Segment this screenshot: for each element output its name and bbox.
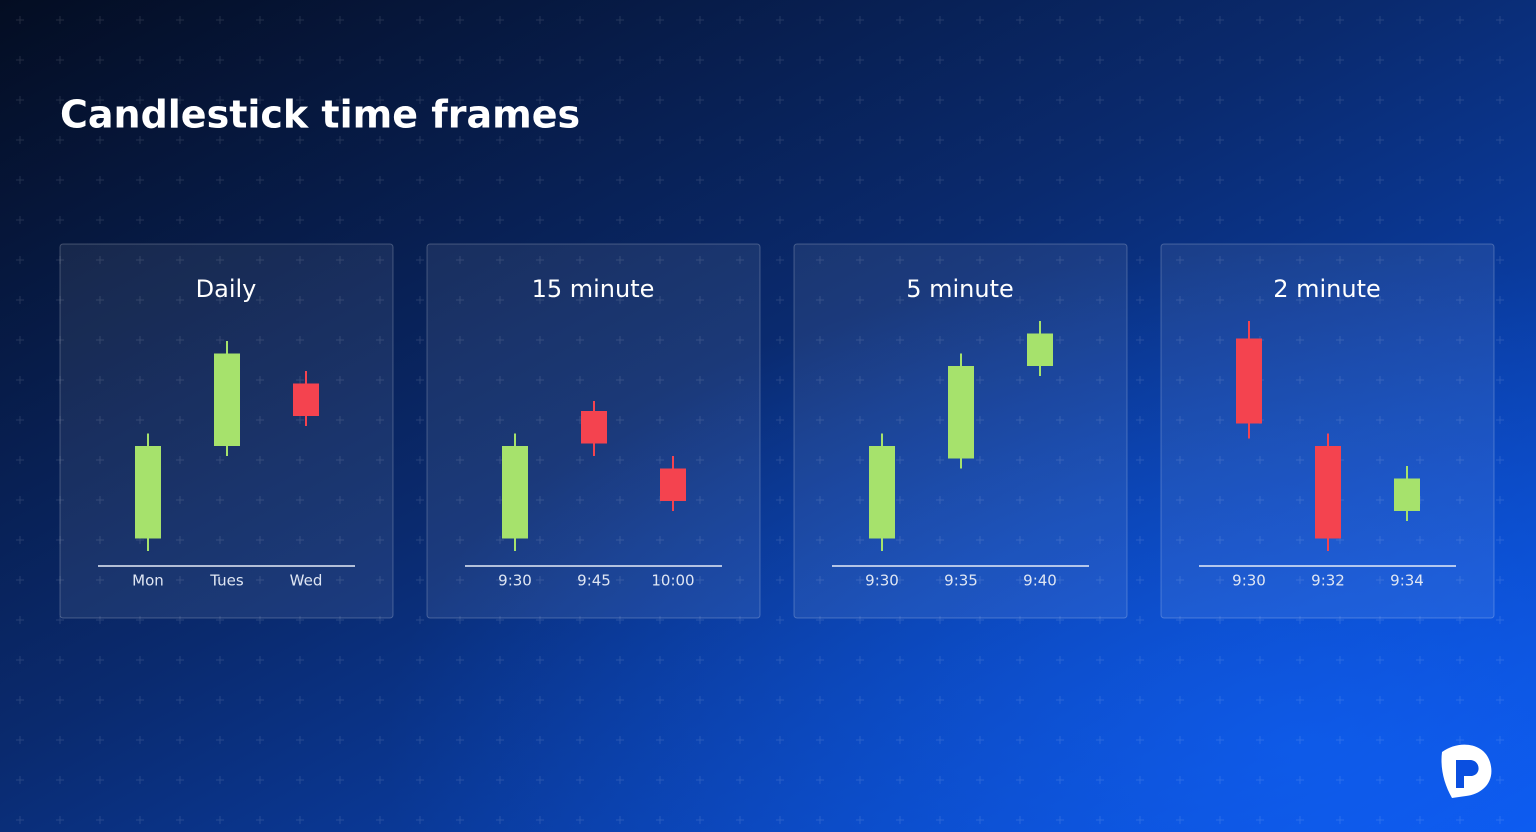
x-tick-label: 9:35 <box>944 572 978 590</box>
candle-body <box>214 353 240 446</box>
x-tick-label: 9:30 <box>498 572 532 590</box>
candle-body <box>293 383 319 416</box>
x-tick-label: 9:30 <box>865 572 899 590</box>
charts: Daily Mon Tues Wed 15 minute 9:30 9:45 10:00 5 m… <box>59 243 1495 619</box>
chart-panel <box>1160 243 1495 619</box>
candle-body <box>1236 338 1262 424</box>
candle-body <box>1027 333 1053 366</box>
x-tick-label: 10:00 <box>651 572 694 590</box>
x-tick-label: 9:34 <box>1390 572 1424 590</box>
candle-body <box>1394 478 1420 511</box>
x-tick-label: Wed <box>290 572 323 590</box>
candle-body <box>502 446 528 539</box>
candle-body <box>948 366 974 459</box>
chart-title: 5 minute <box>906 275 1014 303</box>
candle-body <box>581 411 607 444</box>
x-tick-label: 9:32 <box>1311 572 1345 590</box>
candle-body <box>660 468 686 501</box>
x-tick-label: 9:45 <box>577 572 611 590</box>
x-tick-label: Tues <box>209 572 244 590</box>
candle-body <box>135 446 161 539</box>
candle-body <box>869 446 895 539</box>
x-tick-label: Mon <box>132 572 164 590</box>
chart-title: 2 minute <box>1273 275 1381 303</box>
page-title: Candlestick time frames <box>60 93 580 137</box>
x-tick-label: 9:30 <box>1232 572 1266 590</box>
x-tick-label: 9:40 <box>1023 572 1057 590</box>
chart-title: Daily <box>196 275 257 303</box>
chart-title: 15 minute <box>532 275 655 303</box>
logo <box>1441 744 1492 798</box>
candle-body <box>1315 446 1341 539</box>
